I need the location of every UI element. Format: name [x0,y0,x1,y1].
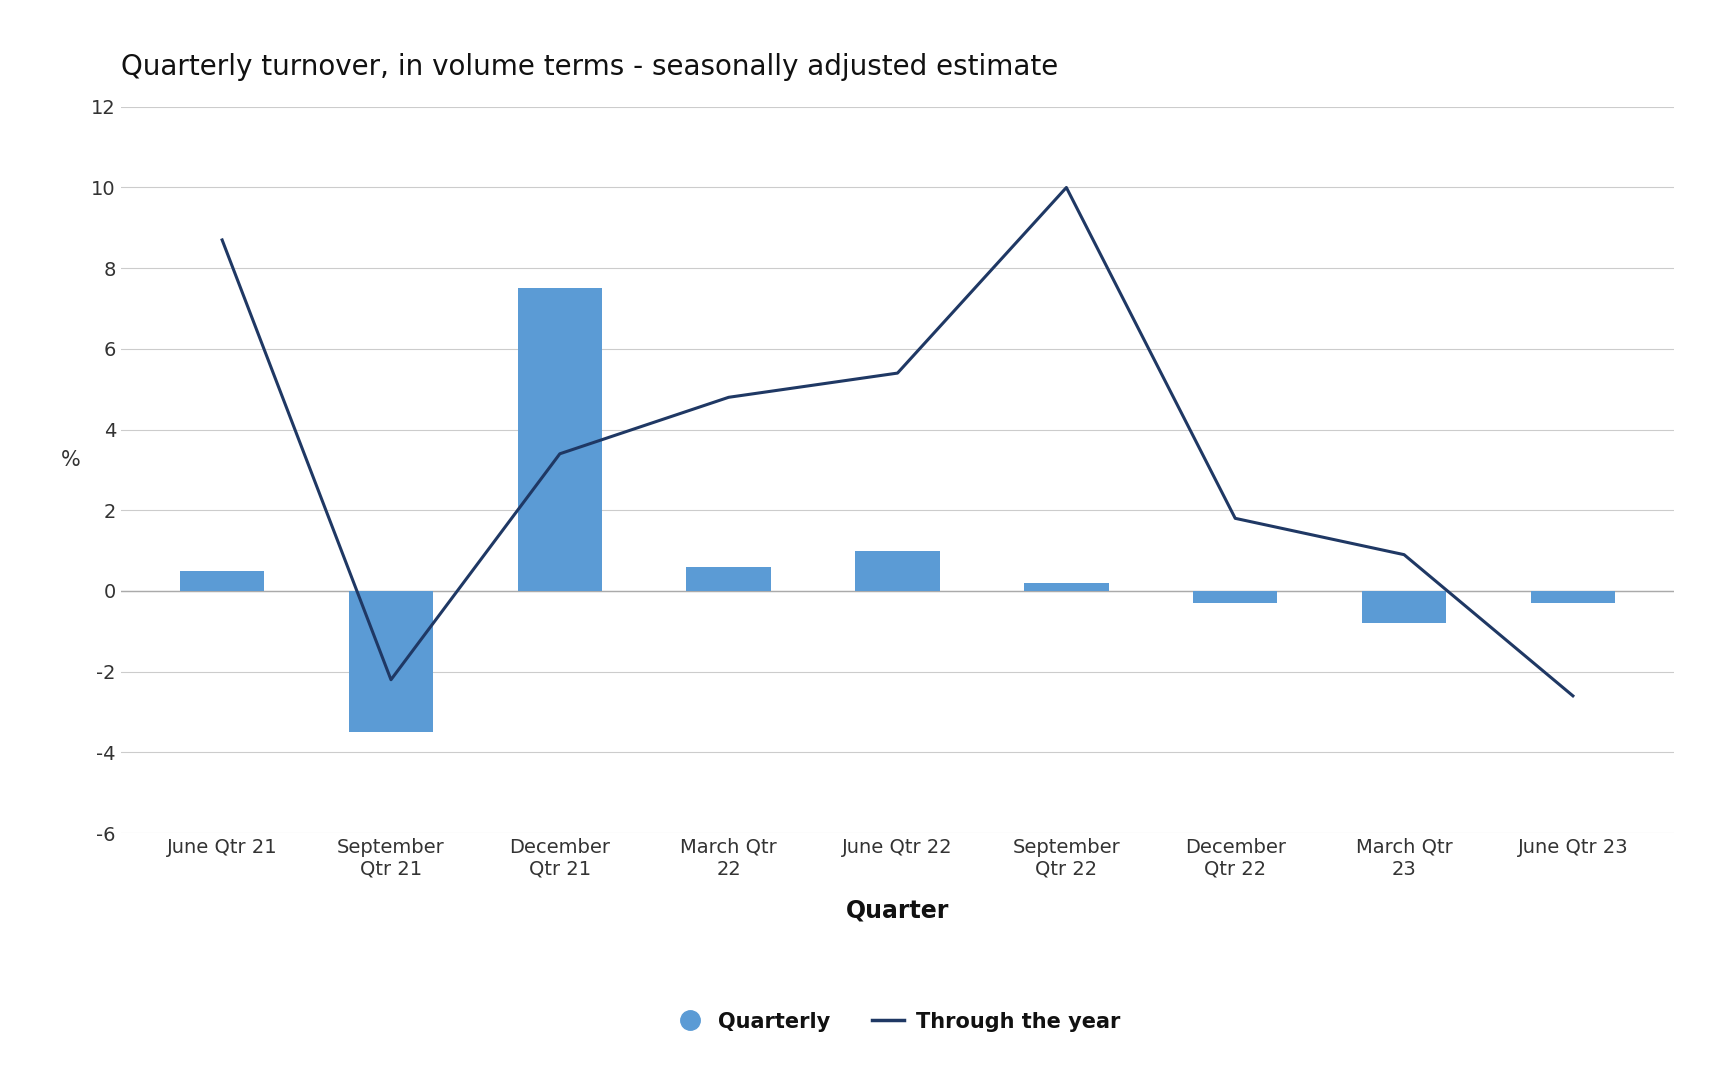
Bar [856,551,939,591]
Text: Quarterly turnover, in volume terms - seasonally adjusted estimate: Quarterly turnover, in volume terms - se… [121,53,1058,81]
Bar [1193,591,1277,603]
Legend: Quarterly, Through the year: Quarterly, Through the year [666,1003,1129,1040]
Bar [349,591,433,733]
Bar [1362,591,1446,624]
Bar [1024,583,1108,591]
Bar [180,570,264,591]
Bar [1531,591,1616,603]
X-axis label: Quarter: Quarter [846,898,949,923]
Y-axis label: %: % [60,450,79,470]
Bar [518,288,602,591]
Bar [687,567,772,591]
